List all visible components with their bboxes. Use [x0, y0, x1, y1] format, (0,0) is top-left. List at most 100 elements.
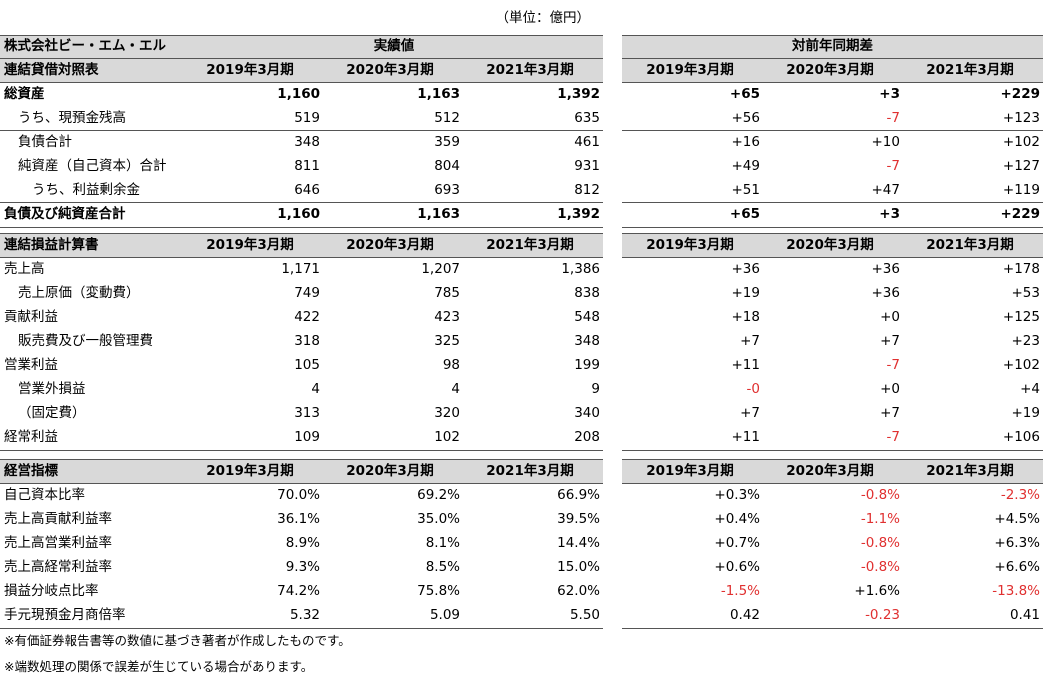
rule	[622, 82, 1043, 83]
cell-value: +4.5%	[994, 511, 1040, 527]
rule	[622, 628, 1043, 629]
column-header: 2021年3月期	[926, 62, 1014, 78]
cell-value: +0.3%	[714, 487, 760, 503]
row-label: 負債及び純資産合計	[4, 206, 126, 222]
row-label: 売上高経常利益率	[4, 559, 112, 575]
cell-value: 785	[434, 285, 460, 301]
cell-value: 39.5%	[557, 511, 600, 527]
cell-value: 931	[574, 158, 600, 174]
rule	[0, 202, 603, 203]
cell-value: 5.32	[289, 607, 320, 623]
cell-value: +19	[1011, 405, 1041, 421]
column-header: 2021年3月期	[926, 237, 1014, 253]
cell-value: 423	[434, 309, 460, 325]
cell-value: 422	[294, 309, 320, 325]
rule	[622, 227, 1043, 228]
cell-value: 1,392	[557, 206, 600, 222]
rule	[0, 130, 603, 131]
cell-value: 9.3%	[285, 559, 320, 575]
column-header: 2020年3月期	[346, 62, 434, 78]
cell-value: +6.6%	[994, 559, 1040, 575]
cell-value: -0.23	[865, 607, 900, 623]
cell-value: 348	[574, 333, 600, 349]
rule	[0, 450, 603, 451]
column-header: 2019年3月期	[646, 463, 734, 479]
cell-value: 461	[574, 134, 600, 150]
row-label: 経常利益	[4, 429, 58, 445]
column-header: 2019年3月期	[206, 237, 294, 253]
cell-value: 313	[294, 405, 320, 421]
cell-value: +119	[1002, 182, 1040, 198]
cell-value: 105	[294, 357, 320, 373]
cell-value: 102	[434, 429, 460, 445]
cell-value: 1,386	[561, 261, 600, 277]
section-title: 経営指標	[4, 463, 58, 479]
rule	[0, 58, 603, 59]
header-band	[622, 459, 1043, 483]
cell-value: +7	[740, 405, 760, 421]
column-header: 2019年3月期	[646, 237, 734, 253]
cell-value: 66.9%	[557, 487, 600, 503]
cell-value: 635	[574, 110, 600, 126]
row-label: 自己資本比率	[4, 487, 85, 503]
rule	[622, 450, 1043, 451]
cell-value: +125	[1002, 309, 1040, 325]
cell-value: 14.4%	[557, 535, 600, 551]
cell-value: 75.8%	[417, 583, 460, 599]
cell-value: 749	[294, 285, 320, 301]
cell-value: 69.2%	[417, 487, 460, 503]
column-header: 2021年3月期	[486, 62, 574, 78]
cell-value: 62.0%	[557, 583, 600, 599]
cell-value: 1,207	[421, 261, 460, 277]
row-label: 売上高営業利益率	[4, 535, 112, 551]
header-band	[0, 233, 603, 257]
row-label: （固定費）	[18, 405, 86, 421]
cell-value: +229	[1000, 206, 1041, 222]
cell-value: 340	[574, 405, 600, 421]
cell-value: 4	[311, 381, 320, 397]
company: 株式会社ビー・エム・エル	[4, 38, 166, 54]
header-band	[0, 459, 603, 483]
rule	[0, 35, 603, 36]
rule	[622, 483, 1043, 484]
cell-value: +229	[1000, 86, 1041, 102]
cell-value: 8.1%	[425, 535, 460, 551]
cell-value: -0.8%	[860, 535, 900, 551]
cell-value: +16	[731, 134, 761, 150]
cell-value: +49	[731, 158, 761, 174]
cell-value: 693	[434, 182, 460, 198]
cell-value: 812	[574, 182, 600, 198]
cell-value: +10	[871, 134, 901, 150]
cell-value: +0.4%	[714, 511, 760, 527]
cell-value: -2.3%	[1000, 487, 1040, 503]
cell-value: -0.8%	[860, 559, 900, 575]
cell-value: +1.6%	[854, 583, 900, 599]
cell-value: +7	[740, 333, 760, 349]
column-header: 2020年3月期	[786, 62, 874, 78]
row-label: 損益分岐点比率	[4, 583, 99, 599]
group-header: 実績値	[373, 38, 415, 54]
note: ※有価証券報告書等の数値に基づき著者が作成したものです。	[4, 633, 351, 648]
row-label: 手元現預金月商倍率	[4, 607, 126, 623]
cell-value: 646	[294, 182, 320, 198]
cell-value: 325	[434, 333, 460, 349]
cell-value: 4	[451, 381, 460, 397]
cell-value: +0.6%	[714, 559, 760, 575]
section-title: 連結貸借対照表	[4, 62, 99, 78]
cell-value: 98	[442, 357, 460, 373]
rule	[0, 82, 603, 83]
cell-value: +106	[1002, 429, 1040, 445]
cell-value: +18	[731, 309, 761, 325]
column-header: 2019年3月期	[206, 463, 294, 479]
rule	[0, 257, 603, 258]
rule	[622, 233, 1043, 234]
cell-value: 1,163	[417, 86, 460, 102]
cell-value: 109	[294, 429, 320, 445]
rule	[0, 459, 603, 460]
rule	[622, 130, 1043, 131]
cell-value: 519	[294, 110, 320, 126]
cell-value: +47	[871, 182, 901, 198]
row-label: 営業利益	[4, 357, 58, 373]
cell-value: +53	[1011, 285, 1041, 301]
cell-value: +7	[880, 405, 900, 421]
